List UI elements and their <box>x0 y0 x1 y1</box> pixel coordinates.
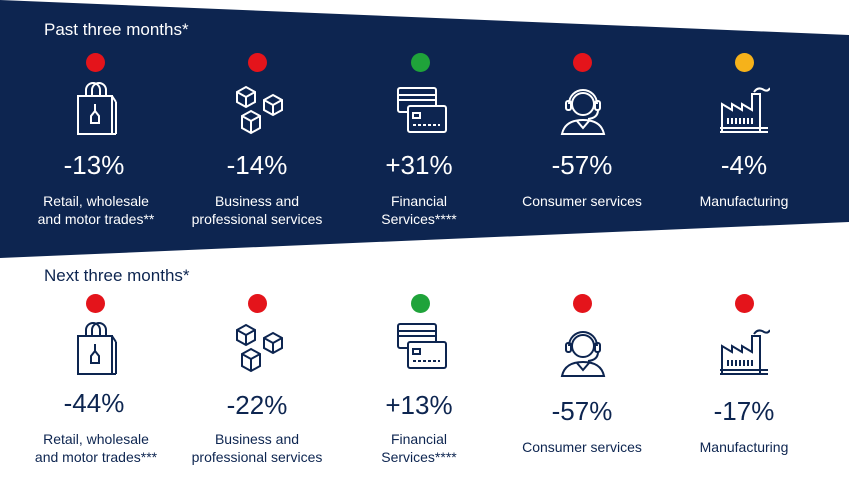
status-dot <box>86 294 105 313</box>
sector-label: Manufacturing <box>699 439 789 455</box>
metric-value: -57% <box>551 150 613 180</box>
status-dot <box>411 53 430 72</box>
boxes-icon <box>236 85 283 135</box>
factory-icon <box>720 87 770 133</box>
sector-label: Business and professional services <box>191 193 323 227</box>
metric-value: +13% <box>385 390 453 420</box>
shopping-bag-icon <box>77 322 117 375</box>
status-dot <box>735 294 754 313</box>
metric-value: -14% <box>226 150 288 180</box>
credit-cards-icon <box>397 87 447 133</box>
metric-value: -4% <box>720 150 768 180</box>
factory-icon <box>720 329 770 375</box>
status-dot <box>735 53 754 72</box>
sector-label: Retail, wholesale and motor trades** <box>37 193 155 227</box>
sector-label: Retail, wholesale and motor trades*** <box>34 431 158 465</box>
metric-value: -22% <box>226 390 288 420</box>
past-section-title: Past three months* <box>44 20 189 39</box>
status-dot <box>248 53 267 72</box>
status-dot <box>573 294 592 313</box>
shopping-bag-icon <box>77 82 117 135</box>
metric-value: -44% <box>63 388 125 418</box>
metric-value: +31% <box>385 150 453 180</box>
sector-label: Financial Services**** <box>381 431 457 465</box>
boxes-icon <box>236 323 283 373</box>
sector-label: Manufacturing <box>699 193 789 209</box>
status-dot <box>411 294 430 313</box>
sector-label: Business and professional services <box>191 431 323 465</box>
headset-person-icon <box>560 89 606 135</box>
headset-person-icon <box>560 331 606 377</box>
next-section-title: Next three months* <box>44 266 190 285</box>
sector-label: Financial Services**** <box>381 193 457 227</box>
sector-label: Consumer services <box>522 193 642 209</box>
metric-value: -57% <box>551 396 613 426</box>
status-dot <box>573 53 592 72</box>
sector-label: Consumer services <box>522 439 642 455</box>
metric-value: -17% <box>713 396 775 426</box>
status-dot <box>248 294 267 313</box>
status-dot <box>86 53 105 72</box>
metric-value: -13% <box>63 150 125 180</box>
credit-cards-icon <box>397 323 447 369</box>
